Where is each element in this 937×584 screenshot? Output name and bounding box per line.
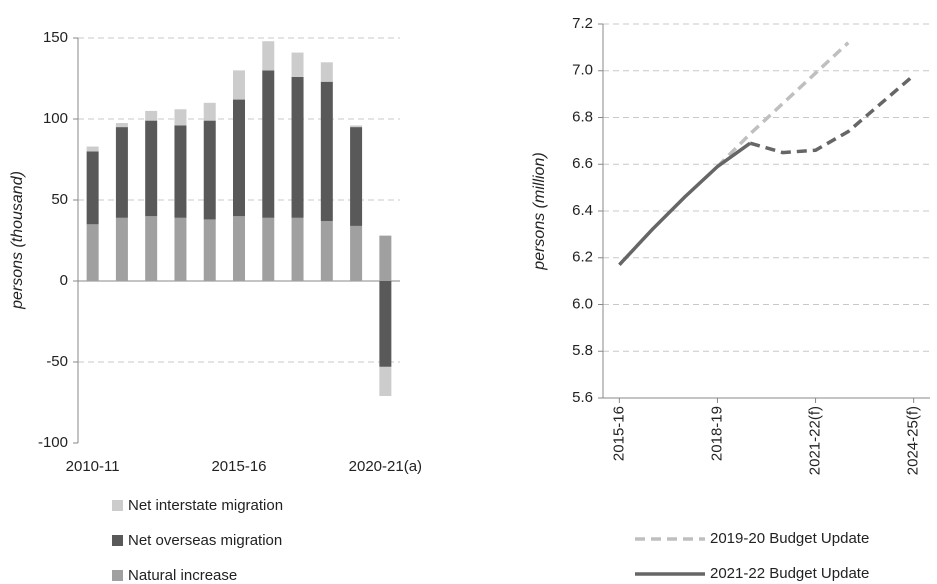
y-tick-label: -100 <box>38 434 68 451</box>
x-tick-label: 2021-22(f) <box>807 406 824 475</box>
y-axis-title: persons (million) <box>531 152 548 270</box>
legend-label: Net overseas migration <box>128 532 282 549</box>
y-axis-title: persons (thousand) <box>9 171 26 310</box>
x-tick-label: 2015-16 <box>211 458 266 475</box>
bar-segment <box>379 366 392 397</box>
bar-segment <box>145 120 158 217</box>
bar-segment <box>291 76 304 218</box>
bar-segment <box>262 41 275 71</box>
y-tick-label: 50 <box>51 191 68 208</box>
y-tick-label: 6.2 <box>572 249 593 266</box>
bar-segment <box>320 221 333 281</box>
bar-segment <box>379 235 392 281</box>
x-tick-label: 2015-16 <box>610 406 627 461</box>
bar-segment <box>291 217 304 281</box>
y-tick-label: 7.2 <box>572 15 593 32</box>
bar-segment <box>174 217 187 281</box>
legend-swatch <box>112 535 123 546</box>
line-series <box>716 41 850 168</box>
bar-segment <box>262 217 275 281</box>
y-tick-label: 150 <box>43 29 68 46</box>
y-tick-label: 5.6 <box>572 389 593 406</box>
bar-segment <box>203 120 216 220</box>
bar-segment <box>86 224 99 281</box>
line-series <box>749 74 915 155</box>
y-tick-label: -50 <box>46 353 68 370</box>
bar-segment <box>233 99 245 217</box>
bar-segment <box>174 125 187 218</box>
legend-swatch <box>112 500 123 511</box>
x-tick-label: 2024-25(f) <box>905 406 922 475</box>
bar-segment <box>350 125 363 128</box>
bar-segment <box>86 146 99 152</box>
bar-segment <box>115 127 128 218</box>
bar-segment <box>115 217 128 281</box>
bar-segment <box>203 219 216 281</box>
y-tick-label: 5.8 <box>572 342 593 359</box>
y-tick-label: 6.6 <box>572 155 593 172</box>
y-tick-label: 100 <box>43 110 68 127</box>
bar-segment <box>145 216 158 281</box>
bar-segment <box>379 281 392 367</box>
bar-segment <box>203 102 216 121</box>
y-tick-label: 6.8 <box>572 108 593 125</box>
bar-segment <box>262 70 275 218</box>
bar-segment <box>350 225 363 281</box>
bar-segment <box>174 109 187 126</box>
legend-label: Natural increase <box>128 567 237 584</box>
bar-segment <box>291 52 304 77</box>
bar-segment <box>350 127 363 226</box>
legend-label: Net interstate migration <box>128 497 283 514</box>
legend-label: 2019-20 Budget Update <box>710 530 869 547</box>
x-tick-label: 2020-21(a) <box>349 458 422 475</box>
y-tick-label: 6.4 <box>572 202 593 219</box>
bar-segment <box>320 62 333 82</box>
line-series <box>618 141 752 266</box>
x-tick-label: 2018-19 <box>708 406 725 461</box>
bar-segment <box>86 151 99 225</box>
bar-segment <box>233 70 245 100</box>
bar-segment <box>115 123 128 128</box>
legend-label: 2021-22 Budget Update <box>710 565 869 582</box>
bar-segment <box>145 110 158 121</box>
y-tick-label: 6.0 <box>572 295 593 312</box>
y-tick-label: 7.0 <box>572 62 593 79</box>
y-tick-label: 0 <box>60 272 68 289</box>
bar-segment <box>233 216 245 281</box>
bar-segment <box>320 81 333 222</box>
x-tick-label: 2010-11 <box>66 458 120 475</box>
legend-swatch <box>112 570 123 581</box>
